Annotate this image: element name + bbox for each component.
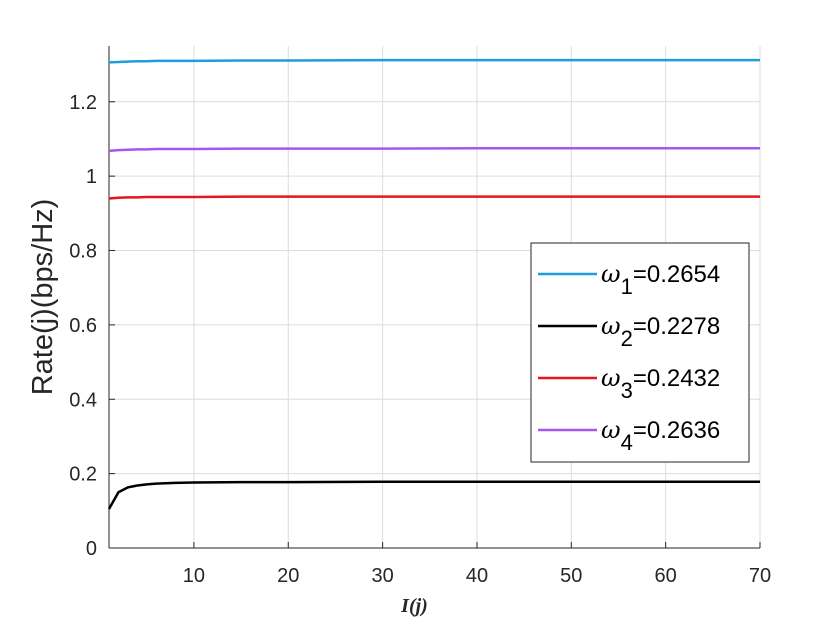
y-tick-label: 0.4	[69, 389, 97, 411]
x-tick-label: 50	[560, 565, 582, 587]
legend-symbol: ω	[601, 312, 621, 340]
legend-label-1: ω1=0.2654	[601, 260, 720, 299]
legend-box	[530, 242, 750, 463]
legend-label-4: ω4=0.2636	[601, 416, 720, 455]
x-tick-label: 70	[749, 565, 771, 587]
y-tick-label: 1.2	[69, 92, 97, 114]
x-tick-label: 60	[655, 565, 677, 587]
x-tick-label: 10	[183, 565, 205, 587]
legend-subscript: 1	[621, 274, 633, 299]
x-tick-label: 40	[466, 565, 488, 587]
y-tick-label: 0.6	[69, 315, 97, 337]
x-tick-label: 30	[371, 565, 393, 587]
legend-subscript: 4	[621, 430, 633, 455]
legend-value: =0.2636	[633, 417, 720, 444]
legend-symbol: ω	[601, 260, 621, 288]
series-line-1	[108, 58, 760, 64]
legend-symbol: ω	[601, 416, 621, 444]
legend-value: =0.2654	[633, 261, 720, 288]
y-tick-label: 0.8	[69, 241, 97, 263]
legend-subscript: 2	[621, 326, 633, 351]
series-line-2	[107, 480, 760, 510]
legend-label-3: ω3=0.2432	[601, 364, 720, 403]
series-line-4	[108, 147, 760, 153]
y-tick-label: 0.2	[69, 464, 97, 486]
legend-label-2: ω2=0.2278	[601, 312, 720, 351]
y-tick-label: 1	[86, 166, 97, 188]
legend-symbol: ω	[601, 364, 621, 392]
legend-value: =0.2278	[633, 313, 720, 340]
legend-value: =0.2432	[633, 365, 720, 392]
y-tick-label: 0	[86, 538, 97, 560]
legend-subscript: 3	[621, 378, 633, 403]
series-line-3	[108, 195, 760, 200]
x-axis-title: I(j)	[400, 595, 428, 617]
y-axis-title: Rate(j)(bps/Hz)	[27, 199, 59, 396]
series-lines	[107, 58, 760, 510]
x-tick-label: 20	[277, 565, 299, 587]
